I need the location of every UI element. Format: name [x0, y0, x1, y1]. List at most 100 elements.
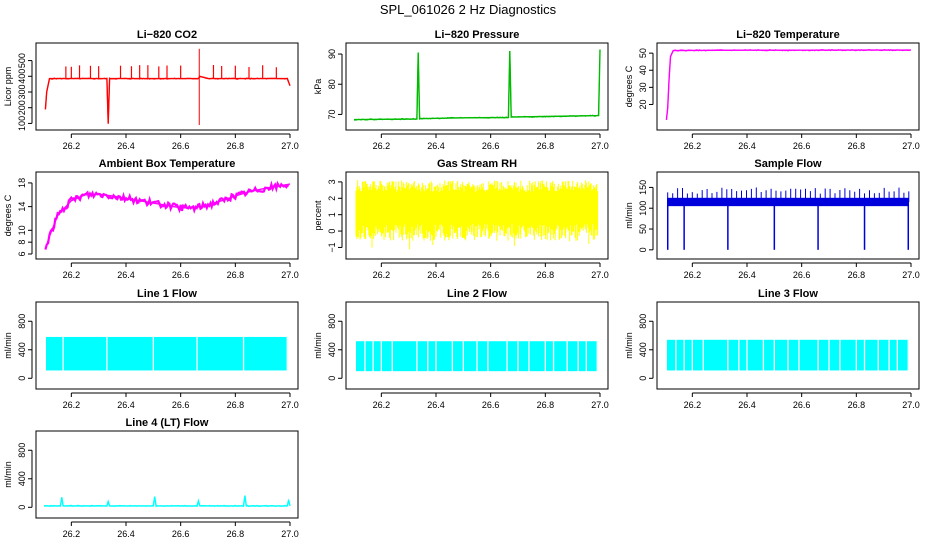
y-tick-label: 70: [327, 109, 337, 119]
plot-frame: [656, 301, 920, 390]
x-tick-label: 26.8: [227, 141, 245, 151]
y-tick-label: 800: [17, 314, 27, 329]
chart-title: Li−820 Pressure: [435, 29, 520, 41]
y-tick-label: 0: [17, 376, 27, 381]
y-tick-label: 400: [327, 342, 337, 357]
x-tick-label: 26.4: [117, 141, 135, 151]
y-tick-label: 8: [17, 240, 27, 245]
x-tick-label: 27.0: [281, 141, 299, 151]
plot-frame: [35, 301, 299, 390]
y-tick-label: 0: [327, 376, 337, 381]
y-tick-label: 20: [638, 99, 648, 109]
y-axis-label: degrees C: [624, 65, 634, 107]
series-noise-temp: [665, 48, 910, 120]
y-axis-label: ml/min: [3, 332, 13, 359]
x-tick-label: 26.8: [537, 141, 555, 151]
chart-title: Line 1 Flow: [137, 288, 197, 300]
figure-title: SPL_061026 2 Hz Diagnostics: [380, 2, 557, 17]
chart-title: Li−820 Temperature: [736, 29, 839, 41]
y-tick-label: 40: [638, 65, 648, 75]
x-tick-label: 26.8: [227, 400, 245, 410]
x-tick-label: 27.0: [902, 400, 920, 410]
series-line4: [44, 495, 291, 507]
x-tick-label: 27.0: [281, 270, 299, 280]
x-tick-label: 26.6: [172, 270, 190, 280]
x-tick-label: 26.4: [427, 270, 445, 280]
chart-line3: Line 3 Flow 26.2 26.4 26.6 26.8 27.0 0 400 800 ml…: [624, 288, 920, 410]
series-noise-pressure: [353, 51, 600, 121]
y-tick-label: 200: [17, 100, 27, 115]
chart-title: Li−820 CO2: [137, 29, 197, 41]
chart-title: Line 3 Flow: [758, 288, 818, 300]
series-temp: [665, 49, 911, 120]
y-axis-label: ml/min: [3, 461, 13, 488]
y-tick-label: 10: [17, 225, 27, 235]
x-tick-label: 27.0: [591, 141, 609, 151]
x-tick-label: 26.2: [63, 400, 81, 410]
y-tick-label: 18: [17, 178, 27, 188]
y-tick-label: 14: [17, 202, 27, 212]
x-tick-label: 27.0: [281, 529, 299, 539]
y-tick-label: 100: [17, 116, 27, 131]
band-sample: [667, 197, 909, 207]
x-tick-label: 26.2: [63, 529, 81, 539]
x-tick-label: 26.4: [117, 529, 135, 539]
x-tick-label: 26.4: [427, 400, 445, 410]
x-tick-label: 26.6: [482, 141, 500, 151]
x-tick-label: 26.8: [848, 270, 866, 280]
y-tick-label: 2: [327, 196, 337, 201]
plot-frame: [345, 42, 609, 131]
y-tick-label: 80: [327, 79, 337, 89]
plot-frame: [656, 42, 920, 131]
chart-co2: Li−820 CO2 26.2 26.4 26.6 26.8 27.0 1002003004…: [3, 29, 299, 151]
chart-line4: Line 4 (LT) Flow 26.2 26.4 26.6 26.8 27.0 0 400…: [3, 417, 299, 539]
band-line1: [46, 336, 288, 371]
y-tick-label: −1: [327, 242, 337, 252]
y-axis-label: percent: [313, 200, 323, 231]
y-tick-label: 500: [17, 53, 27, 68]
x-tick-label: 26.4: [738, 141, 756, 151]
x-tick-label: 26.2: [373, 400, 391, 410]
x-tick-label: 26.2: [684, 141, 702, 151]
x-tick-label: 26.2: [373, 270, 391, 280]
series-noise-co2: [44, 76, 290, 124]
y-axis-label: kPa: [313, 79, 323, 95]
x-tick-label: 27.0: [902, 141, 920, 151]
chart-sample: Sample Flow 26.2 26.4 26.6 26.8 27.0 0 50 100 150…: [624, 158, 920, 280]
spikes-sample: [667, 187, 910, 202]
y-tick-label: 0: [638, 376, 648, 381]
series-noise-line4: [43, 495, 290, 508]
y-tick-label: 50: [638, 224, 648, 234]
x-tick-label: 27.0: [281, 400, 299, 410]
y-tick-label: 100: [638, 201, 648, 216]
x-tick-label: 26.8: [848, 141, 866, 151]
y-axis-label: degrees C: [3, 194, 13, 236]
x-tick-label: 26.2: [63, 141, 81, 151]
y-tick-label: 150: [638, 180, 648, 195]
y-tick-label: 0: [638, 247, 648, 252]
plot-frame: [656, 171, 920, 260]
chart-title: Line 4 (LT) Flow: [126, 417, 209, 429]
x-tick-label: 26.8: [537, 270, 555, 280]
x-tick-label: 26.8: [227, 529, 245, 539]
chart-ambient: Ambient Box Temperature 26.2 26.4 26.6 26.8 2…: [3, 158, 299, 280]
y-tick-label: 800: [327, 314, 337, 329]
x-tick-label: 27.0: [591, 270, 609, 280]
y-tick-label: 800: [638, 314, 648, 329]
y-tick-label: 90: [327, 49, 337, 59]
x-tick-label: 26.4: [427, 141, 445, 151]
x-tick-label: 26.6: [793, 400, 811, 410]
y-axis-label: ml/min: [313, 332, 323, 359]
plot-frame: [35, 42, 299, 131]
x-tick-label: 26.2: [63, 270, 81, 280]
series-rh: [355, 180, 599, 250]
x-tick-label: 26.2: [684, 270, 702, 280]
x-tick-label: 26.6: [482, 270, 500, 280]
chart-title: Line 2 Flow: [447, 288, 507, 300]
chart-rh: Gas Stream RH 26.2 26.4 26.6 26.8 27.0 −1 0 1 2 3 p…: [313, 158, 609, 280]
chart-title: Gas Stream RH: [437, 158, 517, 170]
x-tick-label: 26.6: [793, 270, 811, 280]
x-tick-label: 26.4: [738, 400, 756, 410]
x-tick-label: 26.4: [117, 400, 135, 410]
